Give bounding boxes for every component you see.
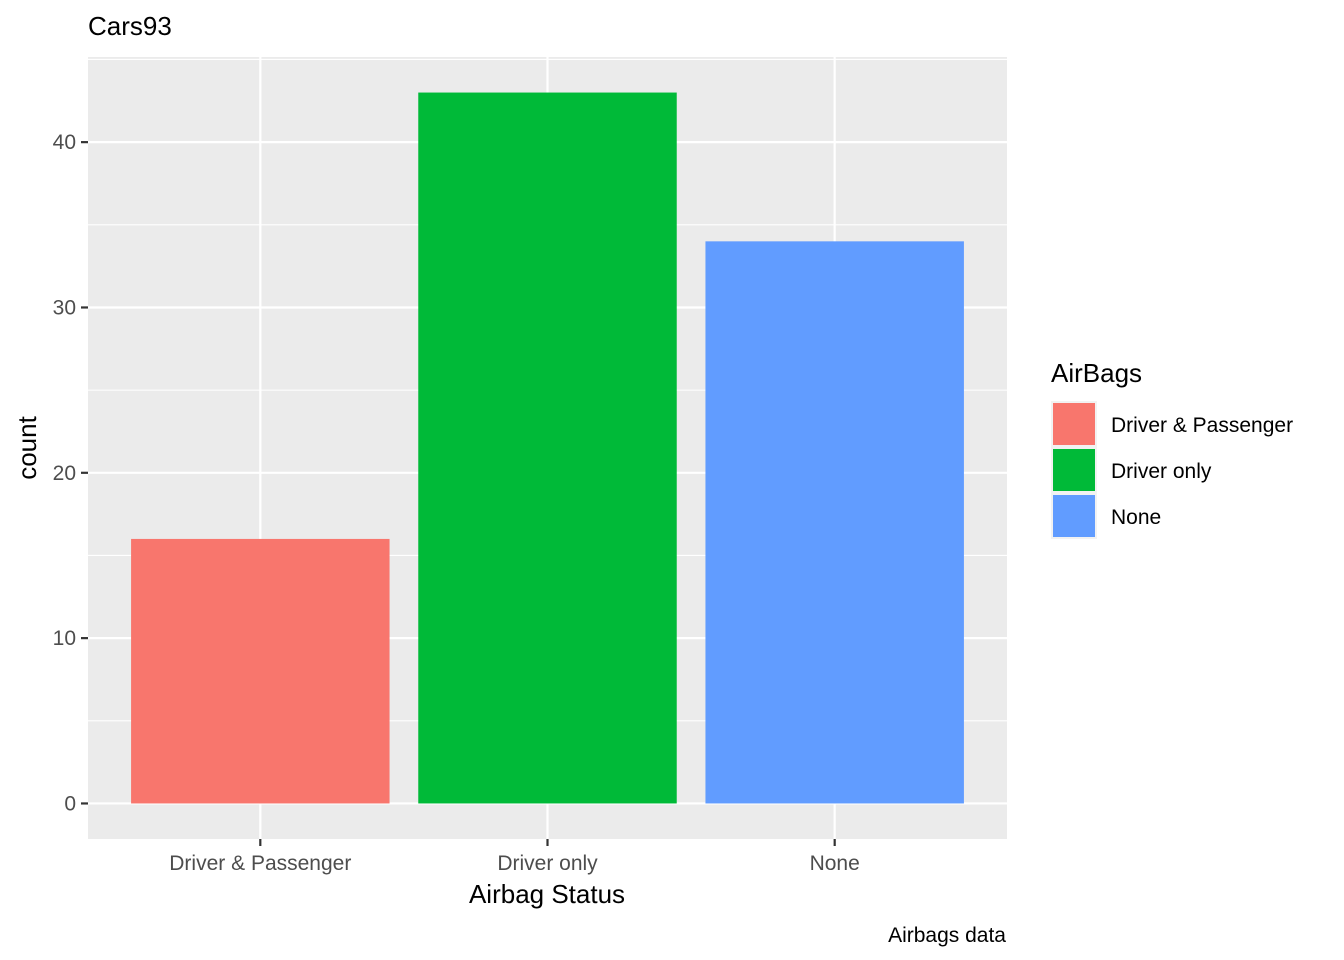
bars (131, 92, 964, 804)
legend-swatch (1053, 403, 1095, 445)
x-tick-label: Driver & Passenger (169, 852, 351, 875)
bar (418, 92, 677, 804)
chart-title: Cars93 (88, 11, 172, 41)
y-axis-title: count (12, 415, 42, 479)
y-tick-label: 30 (53, 296, 76, 319)
legend-label: None (1111, 506, 1161, 529)
legend-swatch (1053, 449, 1095, 491)
chart-caption: Airbags data (888, 924, 1006, 947)
y-tick-label: 40 (53, 131, 76, 154)
x-tick-label: Driver only (497, 852, 598, 875)
legend: Driver & Passenger Driver only None (1051, 401, 1293, 539)
y-tick-label: 0 (64, 792, 76, 815)
x-axis: Driver & Passenger Driver only None (169, 839, 860, 875)
y-tick-label: 10 (53, 627, 76, 650)
y-tick-label: 20 (53, 462, 76, 485)
legend-swatch (1053, 495, 1095, 537)
legend-title: AirBags (1051, 358, 1142, 388)
x-tick-label: None (810, 852, 860, 875)
bar (131, 538, 390, 804)
bar (705, 241, 964, 804)
x-axis-title: Airbag Status (469, 879, 625, 909)
legend-label: Driver only (1111, 460, 1212, 483)
y-axis: 0 10 20 30 40 (53, 131, 88, 815)
legend-label: Driver & Passenger (1111, 414, 1293, 437)
